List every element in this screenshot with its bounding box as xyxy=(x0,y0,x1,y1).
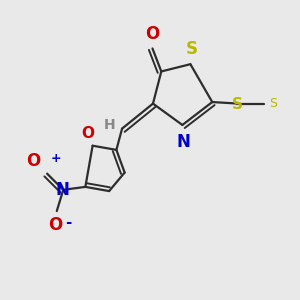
Text: S: S xyxy=(269,97,277,110)
Text: N: N xyxy=(177,133,191,151)
Text: H: H xyxy=(104,118,116,132)
Text: +: + xyxy=(51,152,61,165)
Text: N: N xyxy=(56,181,70,199)
Text: O: O xyxy=(145,25,160,43)
Text: S: S xyxy=(186,40,198,58)
Text: S: S xyxy=(232,97,243,112)
Text: -: - xyxy=(65,214,71,230)
Text: O: O xyxy=(81,126,94,141)
Text: O: O xyxy=(26,152,40,170)
Text: O: O xyxy=(48,216,62,234)
